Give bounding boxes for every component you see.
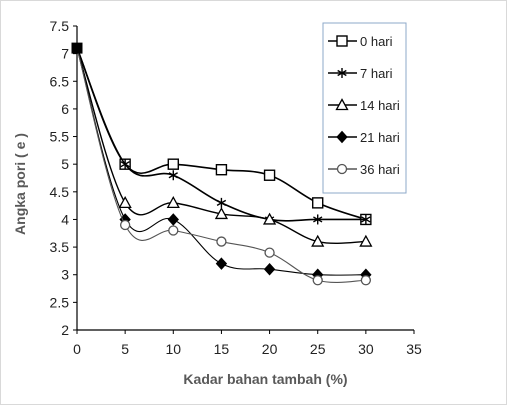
data-point <box>214 207 229 220</box>
data-point <box>312 275 323 286</box>
data-point <box>120 159 130 170</box>
data-point <box>215 257 228 270</box>
start-point-marker <box>71 42 83 54</box>
legend-marker <box>337 68 347 78</box>
y-tick-label: 4 <box>61 211 69 227</box>
legend-marker <box>336 163 348 175</box>
data-point <box>166 196 180 209</box>
plot-area: 2 2.5 3 3.5 4 4.5 5 5.5 6 6.5 7 7.5 0 5 10 15 20 25 30 35 <box>50 18 422 357</box>
legend-item: 14 hari <box>328 98 400 113</box>
data-point <box>119 219 131 231</box>
y-tick-label: 2 <box>61 322 69 338</box>
legend-item: 21 hari <box>328 130 400 145</box>
series-14-hari <box>76 47 373 247</box>
legend-item: 36 hari <box>328 162 400 177</box>
y-tick-label: 3 <box>61 267 69 283</box>
y-tick-label: 6 <box>61 101 69 117</box>
data-point <box>118 196 132 209</box>
data-point <box>216 197 227 208</box>
legend-marker <box>336 35 348 47</box>
legend-item: 7 hari <box>328 66 393 81</box>
data-point <box>359 234 373 247</box>
data-point <box>216 236 227 247</box>
y-tick-label: 7.5 <box>50 18 70 34</box>
x-tick-label: 5 <box>121 341 129 357</box>
data-point <box>361 214 371 225</box>
x-tick-label: 10 <box>165 341 181 357</box>
data-point <box>264 247 275 258</box>
y-tick-label: 2.5 <box>50 294 70 310</box>
x-tick-label: 30 <box>358 341 374 357</box>
data-point <box>167 158 179 170</box>
legend: 0 hari 7 hari 14 hari 21 hari 36 hari <box>322 22 407 194</box>
x-tick-label: 25 <box>310 341 326 357</box>
star-stroke <box>313 216 323 223</box>
y-tick-label: 6.5 <box>50 73 70 89</box>
data-point <box>360 275 372 286</box>
y-tick-label: 5.5 <box>50 129 70 145</box>
star-stroke <box>216 199 227 206</box>
data-point <box>167 213 179 226</box>
star-stroke <box>361 216 371 223</box>
x-tick-label: 20 <box>262 341 278 357</box>
y-tick-label: 4.5 <box>50 184 70 200</box>
legend-label: 7 hari <box>360 66 393 81</box>
x-tick-label: 35 <box>406 341 422 357</box>
legend-marker <box>335 98 349 111</box>
data-point <box>311 234 325 247</box>
y-tick-label: 7 <box>61 46 69 62</box>
series-layer <box>71 42 373 286</box>
series-36-hari <box>76 47 372 286</box>
legend-label: 14 hari <box>360 98 400 113</box>
data-point <box>263 169 276 181</box>
data-point <box>168 170 178 181</box>
x-tick-label: 0 <box>73 341 81 357</box>
y-axis-title: Angka pori ( e ) <box>12 133 28 235</box>
data-point <box>262 212 277 225</box>
legend-marker <box>336 130 348 144</box>
y-tick-label: 5 <box>61 156 69 172</box>
legend-label: 36 hari <box>360 162 400 177</box>
data-point <box>168 225 179 236</box>
star-stroke <box>337 69 347 77</box>
legend-item: 0 hari <box>328 34 393 49</box>
x-tick-label: 15 <box>214 341 230 357</box>
star-stroke <box>168 172 178 179</box>
data-point <box>313 214 323 225</box>
data-point <box>312 197 324 209</box>
legend-label: 21 hari <box>360 130 400 145</box>
x-axis-title: Kadar bahan tambah (%) <box>183 371 347 387</box>
data-point <box>215 164 228 176</box>
y-tick-label: 3.5 <box>50 239 70 255</box>
star-stroke <box>120 161 130 168</box>
data-point <box>263 262 276 276</box>
legend-label: 0 hari <box>360 34 393 49</box>
